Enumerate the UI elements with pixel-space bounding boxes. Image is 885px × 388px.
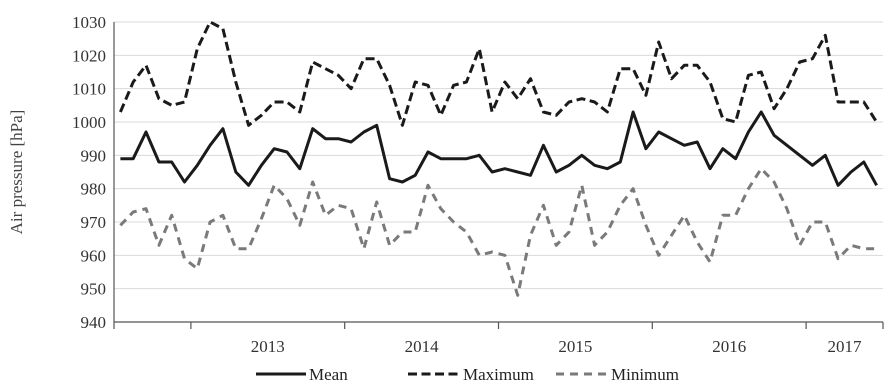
y-tick-label-980: 980 [81,180,107,199]
legend-label-maximum: Maximum [463,365,534,384]
y-tick-label-1000: 1000 [72,113,106,132]
y-tick-label-1020: 1020 [72,46,106,65]
y-tick-label-1010: 1010 [72,80,106,99]
y-tick-label-990: 990 [81,146,107,165]
x-tick-label-2014: 2014 [405,337,440,356]
x-tick-label-2017: 2017 [828,337,863,356]
legend-label-minimum: Minimum [611,365,679,384]
x-tick-label-2016: 2016 [712,337,746,356]
y-tick-label-950: 950 [81,280,107,299]
x-tick-label-2013: 2013 [251,337,285,356]
series-lines [119,20,878,297]
series-line-minimum [119,167,877,297]
y-tick-label-960: 960 [81,246,107,265]
legend-label-mean: Mean [309,365,348,384]
y-tick-label-940: 940 [81,313,107,332]
y-tick-label-970: 970 [81,213,107,232]
series-line-mean [120,110,878,187]
gridlines [114,21,883,290]
legend: Mean Maximum Minimum [256,365,679,384]
y-axis-title: Air pressure [hPa] [7,110,26,235]
y-tick-label-1030: 1030 [72,13,106,32]
axes [113,22,884,329]
x-tick-labels: 2013 2014 2015 2016 2017 [251,337,862,356]
y-tick-labels: 940 950 960 970 980 990 1000 1010 1020 1030 [72,13,106,332]
x-tick-label-2015: 2015 [558,337,592,356]
series-line-maximum [119,20,878,127]
